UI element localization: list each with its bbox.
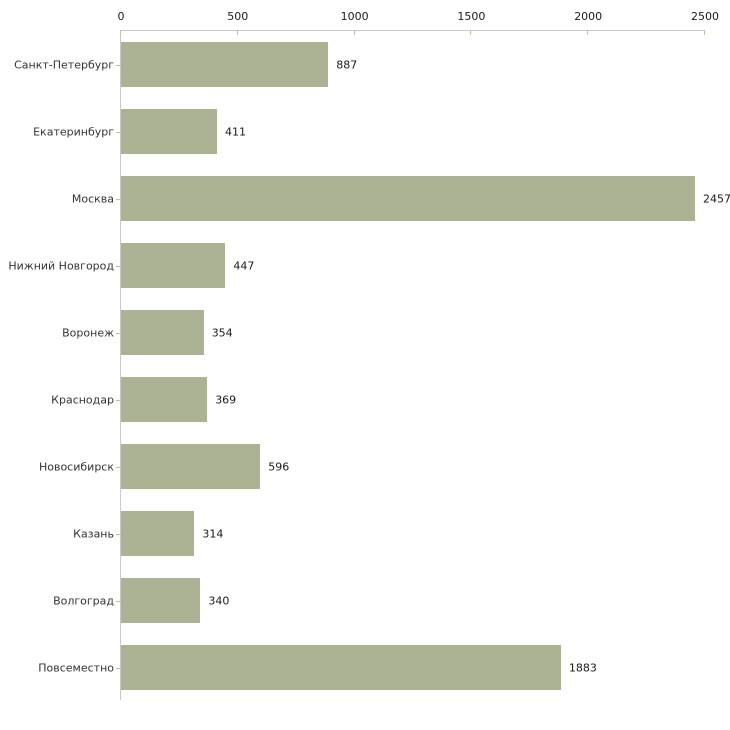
bar	[121, 578, 201, 623]
category-label: Воронеж	[62, 326, 114, 339]
bar-value-label: 369	[215, 393, 237, 406]
bar-value-label: 314	[202, 527, 224, 540]
category-label: Казань	[73, 527, 114, 540]
bar-value-label: 447	[233, 259, 255, 272]
bar	[121, 42, 329, 87]
y-axis-tick-mark	[116, 64, 121, 66]
x-axis-tick-mark	[704, 30, 705, 35]
bar-row: Краснодар 369	[51, 366, 705, 433]
y-axis-tick-mark	[116, 600, 121, 602]
bar	[121, 109, 217, 154]
bar-value-label: 596	[268, 460, 290, 473]
bar-row: Санкт-Петербург 887	[14, 31, 705, 98]
category-label: Краснодар	[51, 393, 114, 406]
bar-value-label: 411	[225, 125, 246, 138]
x-axis-tick-mark	[587, 30, 589, 35]
category-label: Екатеринбург	[33, 125, 114, 138]
bar-row: Воронеж 354	[62, 299, 705, 366]
bar-row: Повсеместно 1883	[38, 634, 705, 701]
bar-value-label: 340	[208, 594, 230, 607]
bar-value-label: 2457	[702, 192, 730, 205]
x-axis-tick-mark	[120, 30, 121, 35]
bar	[121, 444, 261, 489]
y-axis-tick-mark	[116, 332, 121, 334]
bar	[121, 511, 195, 556]
bar	[121, 377, 208, 422]
y-axis-tick-mark	[116, 667, 121, 669]
bar-row: Москва 2457	[72, 165, 730, 232]
category-label: Санкт-Петербург	[14, 58, 114, 71]
y-axis-tick-mark	[116, 131, 121, 133]
bar-row: Новосибирск 596	[39, 433, 705, 500]
y-axis-tick-mark	[116, 466, 121, 468]
y-axis-tick-mark	[116, 265, 121, 267]
bar-row: Волгоград 340	[53, 567, 705, 634]
x-axis-tick-label: 1000	[340, 10, 369, 23]
bar	[121, 310, 204, 355]
category-label: Новосибирск	[38, 460, 114, 473]
x-axis-tick-label: 2500	[691, 10, 719, 23]
bar-row: Казань 314	[73, 500, 705, 567]
x-axis-tick-mark	[236, 30, 238, 35]
x-axis-tick-label: 1500	[457, 10, 486, 23]
x-axis-tick-label: 2000	[574, 10, 603, 23]
category-label: Нижний Новгород	[8, 259, 114, 272]
x-axis-tick-label: 500	[227, 10, 249, 23]
x-axis-tick-label: 0	[117, 10, 125, 23]
x-axis-tick-mark	[353, 30, 355, 35]
bar	[121, 645, 561, 690]
category-label: Повсеместно	[38, 661, 114, 674]
y-axis-tick-mark	[116, 198, 121, 200]
plot-area: 0 500 1000 1500 2000 2500 Санкт-Петербург 887 Ек…	[8, 10, 730, 701]
bar-row: Нижний Новгород 447	[8, 232, 705, 299]
bar-value-label: 1883	[568, 661, 597, 674]
category-label: Москва	[71, 192, 114, 205]
category-label: Волгоград	[53, 594, 114, 607]
bar	[121, 176, 695, 221]
bar-row: Екатеринбург 411	[33, 98, 705, 165]
y-axis-tick-mark	[116, 399, 121, 401]
y-axis-tick-mark	[116, 533, 121, 535]
bar-value-label: 887	[336, 58, 358, 71]
bar	[121, 243, 226, 288]
bar-value-label: 354	[211, 326, 233, 339]
x-axis-tick-mark	[470, 30, 472, 35]
